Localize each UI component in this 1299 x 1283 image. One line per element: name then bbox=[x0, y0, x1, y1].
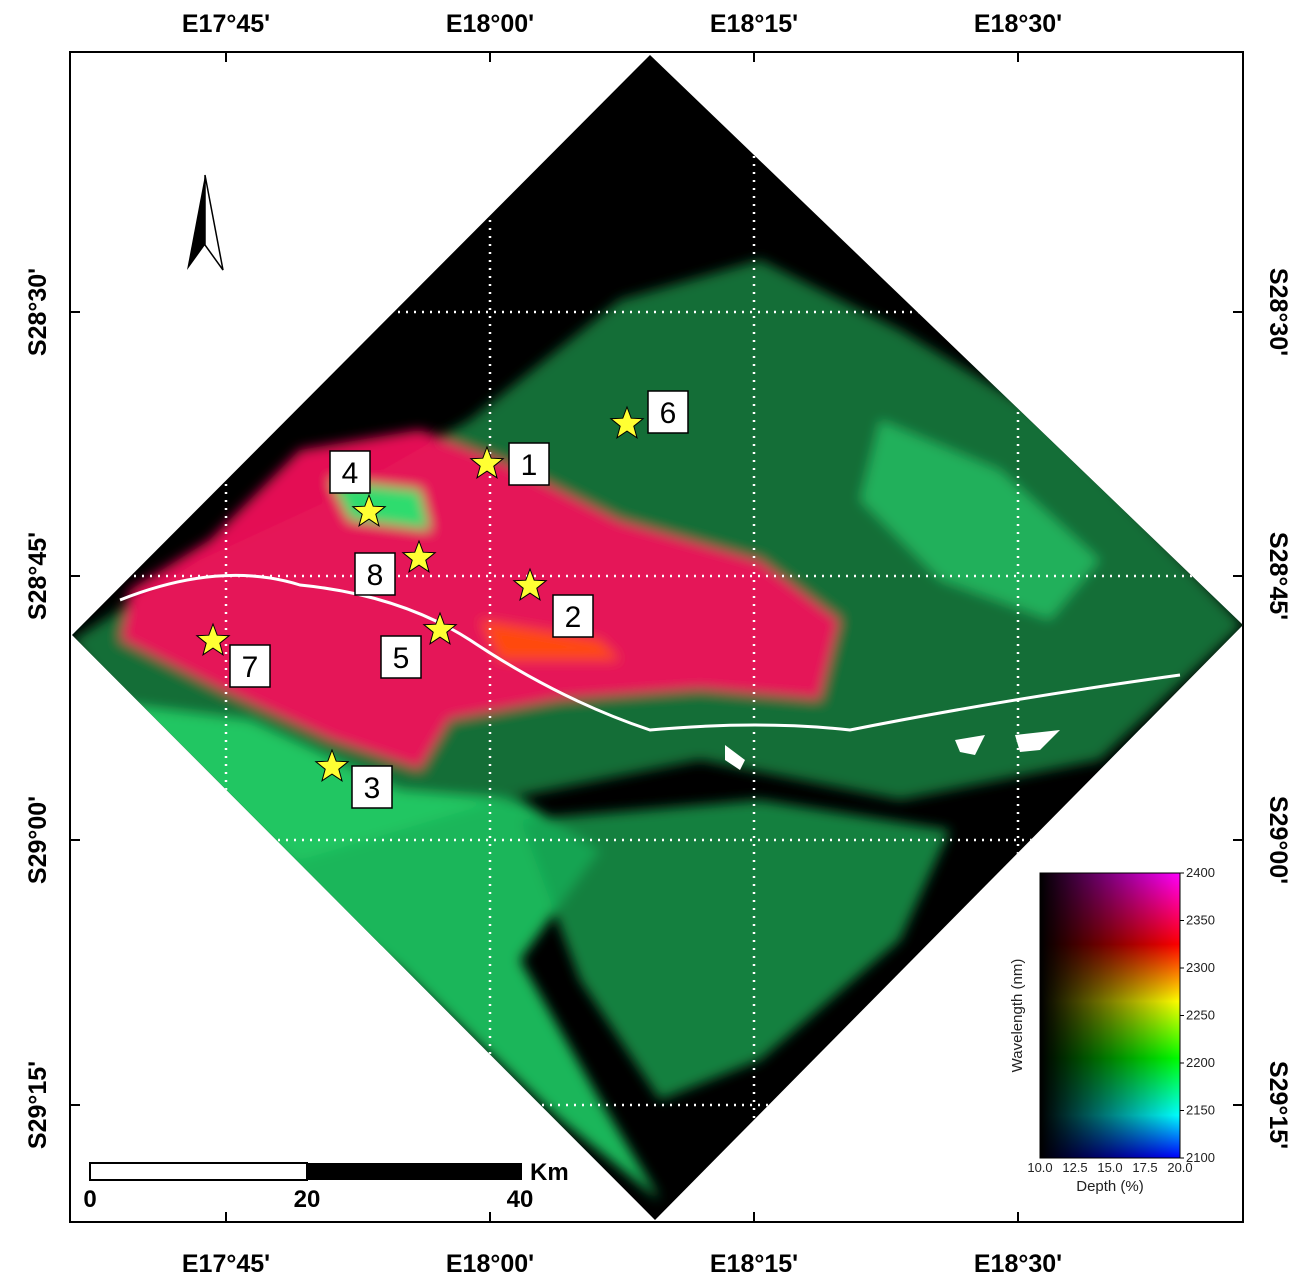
site-label: 5 bbox=[393, 642, 410, 675]
lat-label: S28°45' bbox=[24, 532, 52, 620]
colorbar bbox=[1040, 873, 1180, 1158]
colorbar-tick-label: 2250 bbox=[1186, 1008, 1215, 1023]
colorbar-x-label: 20.0 bbox=[1167, 1160, 1192, 1175]
colorbar-x-label: 15.0 bbox=[1097, 1160, 1122, 1175]
lat-label: S29°15' bbox=[1264, 1061, 1292, 1149]
colorbar-tick-label: 2150 bbox=[1186, 1103, 1215, 1118]
scale-unit: Km bbox=[530, 1159, 569, 1186]
scale-label: 40 bbox=[507, 1186, 534, 1213]
lon-label: E17°45' bbox=[182, 1250, 270, 1278]
site-label: 2 bbox=[565, 601, 582, 634]
lon-label: E17°45' bbox=[182, 10, 270, 38]
colorbar-x-label: 10.0 bbox=[1027, 1160, 1052, 1175]
colorbar-ylabel: Wavelength (nm) bbox=[1009, 959, 1026, 1073]
colorbar-tick-label: 2300 bbox=[1186, 960, 1215, 975]
lat-label: S29°00' bbox=[24, 796, 52, 884]
colorbar-x-label: 12.5 bbox=[1062, 1160, 1087, 1175]
lat-label: S29°15' bbox=[24, 1061, 52, 1149]
scale-label: 20 bbox=[294, 1186, 321, 1213]
scale-bar bbox=[90, 1163, 522, 1180]
colorbar-x-label: 17.5 bbox=[1132, 1160, 1157, 1175]
scale-label: 0 bbox=[83, 1186, 96, 1213]
site-label: 6 bbox=[660, 397, 677, 430]
colorbar-tick-label: 2200 bbox=[1186, 1055, 1215, 1070]
lon-label: E18°00' bbox=[446, 1250, 534, 1278]
colorbar-tick-label: 2350 bbox=[1186, 913, 1215, 928]
lon-label: E18°15' bbox=[710, 1250, 798, 1278]
lon-label: E18°15' bbox=[710, 10, 798, 38]
site-label: 1 bbox=[521, 449, 538, 482]
site-label: 8 bbox=[367, 559, 384, 592]
lat-label: S28°30' bbox=[1264, 268, 1292, 356]
site-label: 4 bbox=[342, 457, 359, 490]
site-label: 7 bbox=[242, 651, 259, 684]
site-label: 3 bbox=[364, 772, 381, 805]
lat-label: S29°00' bbox=[1264, 796, 1292, 884]
map: E17°45' E17°45' E18°00' E18°00' E18°15' E18°1… bbox=[0, 0, 1299, 1278]
lat-label: S28°45' bbox=[1264, 532, 1292, 620]
colorbar-tick-label: 2400 bbox=[1186, 865, 1215, 880]
lon-label: E18°30' bbox=[974, 1250, 1062, 1278]
lon-label: E18°30' bbox=[974, 10, 1062, 38]
colorbar-xlabel: Depth (%) bbox=[1076, 1178, 1144, 1195]
lon-label: E18°00' bbox=[446, 10, 534, 38]
lat-label: S28°30' bbox=[24, 268, 52, 356]
